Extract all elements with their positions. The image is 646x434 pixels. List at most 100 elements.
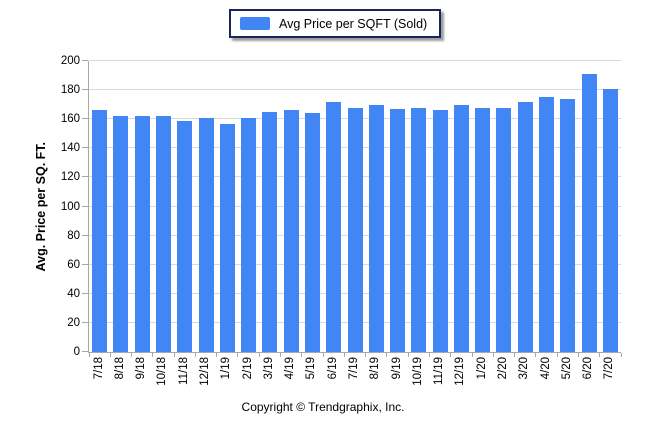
bar-slot — [132, 61, 153, 352]
x-label-slot: 7/18 — [88, 357, 109, 379]
x-label-slot: 6/19 — [322, 357, 343, 379]
y-tick-60 — [82, 263, 88, 265]
bar-slot — [408, 61, 429, 352]
bar-slot — [472, 61, 493, 352]
y-tick-label: 40 — [67, 287, 80, 300]
x-axis-tick — [301, 353, 303, 357]
x-axis-tick — [280, 353, 282, 357]
bar-11-18 — [177, 120, 193, 352]
bar-8-19 — [368, 104, 384, 352]
bar-7-20 — [602, 88, 618, 352]
x-axis-tick — [492, 353, 494, 357]
x-axis-tick — [471, 353, 473, 357]
x-axis-tick — [428, 353, 430, 357]
x-tick-label: 6/19 — [326, 357, 339, 380]
x-label-slot: 5/19 — [301, 357, 322, 379]
bar-11-19 — [432, 110, 448, 352]
bar-slot — [515, 61, 536, 352]
bar-slot — [174, 61, 195, 352]
x-axis-tick — [407, 353, 409, 357]
bar-9-19 — [390, 109, 406, 352]
y-tick-120 — [82, 176, 88, 178]
bar-slot — [281, 61, 302, 352]
bar-6-20 — [581, 74, 597, 352]
bar-slot — [110, 61, 131, 352]
x-tick-label: 6/20 — [582, 357, 595, 380]
y-tick-80 — [82, 234, 88, 236]
x-label-slot: 9/19 — [386, 357, 407, 379]
y-tick-label: 60 — [67, 258, 80, 271]
bar-slot — [217, 61, 238, 352]
x-axis-tick — [450, 353, 452, 357]
x-axis-tick — [322, 353, 324, 357]
bar-slot — [578, 61, 599, 352]
x-tick-label: 5/20 — [560, 357, 573, 380]
bar-slot — [344, 61, 365, 352]
x-tick-label: 4/19 — [284, 357, 297, 380]
x-tick-label: 11/19 — [433, 357, 446, 385]
copyright-text: Copyright © Trendgraphix, Inc. — [241, 400, 405, 414]
x-label-slot: 7/20 — [599, 357, 620, 379]
x-tick-label: 2/20 — [496, 357, 509, 380]
y-tick-label: 120 — [60, 171, 80, 184]
x-axis-tick — [514, 353, 516, 357]
bar-2-19 — [241, 117, 257, 352]
x-axis-tick — [152, 353, 154, 357]
bar-7-19 — [347, 107, 363, 352]
bar-7-18 — [92, 110, 108, 352]
x-axis-tick — [599, 353, 601, 357]
y-tick-20 — [82, 321, 88, 323]
bar-slot — [195, 61, 216, 352]
x-label-slot: 10/19 — [407, 357, 428, 386]
bars — [89, 61, 621, 352]
legend: Avg Price per SQFT (Sold) — [229, 9, 442, 38]
x-axis-tick — [556, 353, 558, 357]
bar-5-19 — [304, 113, 320, 352]
bar-slot — [153, 61, 174, 352]
bar-slot — [89, 61, 110, 352]
y-tick-100 — [82, 205, 88, 207]
x-tick-label: 5/19 — [305, 357, 318, 380]
y-tick-label: 20 — [67, 316, 80, 329]
x-label-slot: 2/19 — [237, 357, 258, 379]
bar-slot — [600, 61, 621, 352]
x-tick-label: 7/20 — [603, 357, 616, 380]
x-label-slot: 11/18 — [173, 357, 194, 385]
x-axis-tick — [535, 353, 537, 357]
x-tick-label: 11/18 — [177, 357, 190, 385]
x-tick-label: 2/19 — [241, 357, 254, 380]
x-tick-label: 3/19 — [262, 357, 275, 380]
x-axis-tick — [131, 353, 133, 357]
x-tick-label: 10/18 — [156, 357, 169, 386]
x-tick-label: 7/19 — [348, 357, 361, 380]
x-label-slot: 9/18 — [131, 357, 152, 379]
x-tick-label: 8/18 — [113, 357, 126, 380]
bar-4-20 — [539, 97, 555, 352]
x-label-slot: 8/18 — [109, 357, 130, 379]
x-tick-label: 9/19 — [390, 357, 403, 380]
bar-3-20 — [517, 101, 533, 352]
bar-10-19 — [411, 107, 427, 352]
bar-slot — [366, 61, 387, 352]
y-tick-label: 140 — [60, 142, 80, 155]
bar-8-18 — [113, 116, 129, 352]
x-axis-tick — [258, 353, 260, 357]
bar-3-19 — [262, 111, 278, 352]
gridline-200 — [89, 60, 621, 61]
x-axis-tick — [173, 353, 175, 357]
bar-slot — [430, 61, 451, 352]
x-axis-tick — [386, 353, 388, 357]
x-tick-label: 7/18 — [92, 357, 105, 380]
x-axis-tick — [620, 353, 622, 357]
bar-slot — [536, 61, 557, 352]
legend-swatch-icon — [240, 17, 270, 30]
x-label-slot: 3/19 — [258, 357, 279, 379]
x-tick-label: 1/19 — [220, 357, 233, 380]
bar-6-19 — [326, 101, 342, 352]
bar-slot — [557, 61, 578, 352]
bar-9-18 — [134, 116, 150, 352]
x-axis-tick — [216, 353, 218, 357]
x-label-slot: 12/19 — [450, 357, 471, 386]
bar-5-20 — [560, 98, 576, 352]
